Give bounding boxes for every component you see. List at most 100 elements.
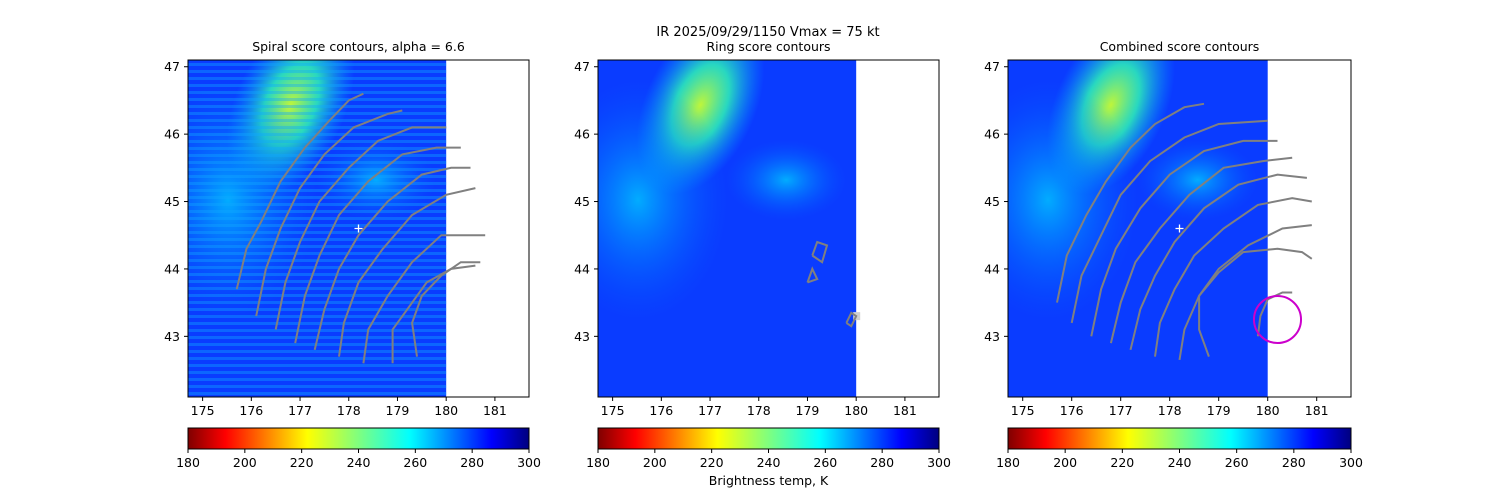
score-contour xyxy=(362,234,486,364)
y-tick-label: 43 xyxy=(984,329,1000,344)
panel-title: Combined score contours xyxy=(1100,39,1260,54)
colorbar-tick-label: 260 xyxy=(403,455,427,470)
y-tick-label: 45 xyxy=(574,194,590,209)
center-marker xyxy=(1175,224,1184,233)
y-tick-label: 46 xyxy=(574,127,590,142)
panel-ring: Ring score contours 175 176 177 178 179 180 181… xyxy=(574,39,951,488)
axes-frame xyxy=(597,59,940,398)
colorbar-tick-label: 240 xyxy=(757,455,781,470)
x-tick-label: 178 xyxy=(337,403,361,418)
cloud-haze xyxy=(1137,140,1258,220)
colorbar-label: Brightness temp, K xyxy=(709,473,829,488)
x-tick-label: 179 xyxy=(796,403,820,418)
center-marker xyxy=(354,224,363,233)
colorbar-tick-label: 260 xyxy=(813,455,837,470)
panel-combined: Combined score contours 175 176 177 178 179 18… xyxy=(984,39,1363,470)
score-contour xyxy=(391,264,476,364)
colorbar xyxy=(597,427,940,450)
axes-frame xyxy=(187,59,530,398)
colorbar-tick-label: 300 xyxy=(1339,455,1363,470)
x-tick-label: 176 xyxy=(239,403,263,418)
score-contour xyxy=(845,311,858,328)
colorbar-tick-label: 220 xyxy=(290,455,314,470)
x-tick-label: 175 xyxy=(601,403,625,418)
score-contour xyxy=(255,109,403,317)
panel-spiral: Spiral score contours, alpha = 6.6 175 176… xyxy=(164,39,541,470)
panel-title: Ring score contours xyxy=(706,39,830,54)
y-tick-label: 44 xyxy=(984,261,1000,276)
colorbar-tick-label: 280 xyxy=(1282,455,1306,470)
score-contour xyxy=(1109,156,1293,344)
heatmap-image xyxy=(188,60,486,397)
colorbar-tick-label: 300 xyxy=(517,455,541,470)
score-contour xyxy=(338,187,476,357)
cloud-haze xyxy=(598,80,728,320)
colorbar-tick-label: 280 xyxy=(870,455,894,470)
x-tick-label: 181 xyxy=(1305,403,1329,418)
x-tick-label: 181 xyxy=(483,403,507,418)
colorbar xyxy=(1007,427,1352,450)
colorbar-tick-label: 300 xyxy=(927,455,951,470)
score-contour xyxy=(1090,139,1278,337)
y-tick-label: 45 xyxy=(164,194,180,209)
colorbar-tick-label: 240 xyxy=(1168,455,1192,470)
colorbar-tick-label: 240 xyxy=(347,455,371,470)
score-contour xyxy=(1129,173,1308,351)
y-tick-label: 44 xyxy=(164,261,180,276)
panel-title: Spiral score contours, alpha = 6.6 xyxy=(252,39,465,54)
colorbar-tick-label: 200 xyxy=(643,455,667,470)
center-estimate-circle xyxy=(1252,294,1303,345)
x-tick-label: 177 xyxy=(1109,403,1133,418)
colorbar-tick-label: 220 xyxy=(700,455,724,470)
y-tick-label: 46 xyxy=(984,127,1000,142)
y-tick-label: 47 xyxy=(164,59,180,74)
score-contour xyxy=(1056,102,1205,303)
y-tick-label: 43 xyxy=(574,329,590,344)
y-tick-label: 47 xyxy=(984,59,1000,74)
score-contour xyxy=(235,92,364,290)
x-tick-label: 180 xyxy=(434,403,458,418)
scan-stripes xyxy=(188,60,447,397)
x-tick-label: 178 xyxy=(747,403,771,418)
score-contour xyxy=(313,166,471,351)
y-tick-label: 43 xyxy=(164,329,180,344)
x-tick-label: 181 xyxy=(893,403,917,418)
x-tick-label: 180 xyxy=(844,403,868,418)
y-tick-label: 45 xyxy=(984,194,1000,209)
x-tick-label: 178 xyxy=(1158,403,1182,418)
colorbar xyxy=(187,427,530,450)
colorbar-tick-label: 280 xyxy=(460,455,484,470)
colorbar-tick-label: 180 xyxy=(586,455,610,470)
score-contour xyxy=(411,261,481,357)
y-tick-label: 44 xyxy=(574,261,590,276)
x-tick-label: 175 xyxy=(191,403,215,418)
colorbar-tick-label: 220 xyxy=(1110,455,1134,470)
x-tick-label: 177 xyxy=(288,403,312,418)
x-tick-label: 176 xyxy=(1060,403,1084,418)
score-contour xyxy=(1178,224,1312,361)
colorbar-tick-label: 180 xyxy=(176,455,200,470)
colorbar-tick-label: 200 xyxy=(233,455,257,470)
y-tick-label: 47 xyxy=(574,59,590,74)
x-tick-label: 175 xyxy=(1011,403,1035,418)
score-contour xyxy=(806,266,819,284)
x-tick-label: 179 xyxy=(1207,403,1231,418)
score-contour xyxy=(274,126,447,330)
score-contour xyxy=(294,146,461,344)
cloud-haze xyxy=(726,140,847,220)
y-tick-label: 46 xyxy=(164,127,180,142)
score-contour xyxy=(1070,119,1268,324)
score-contour xyxy=(1198,247,1313,357)
score-contour xyxy=(811,240,829,264)
x-tick-label: 179 xyxy=(386,403,410,418)
x-tick-label: 180 xyxy=(1256,403,1280,418)
suptitle: IR 2025/09/29/1150 Vmax = 75 kt xyxy=(656,25,879,40)
axes-frame xyxy=(1007,59,1352,398)
colorbar-tick-label: 260 xyxy=(1225,455,1249,470)
score-contour xyxy=(1256,291,1293,337)
score-contour xyxy=(1154,197,1312,357)
colorbar-tick-label: 200 xyxy=(1053,455,1077,470)
x-tick-label: 177 xyxy=(698,403,722,418)
x-tick-label: 176 xyxy=(649,403,673,418)
